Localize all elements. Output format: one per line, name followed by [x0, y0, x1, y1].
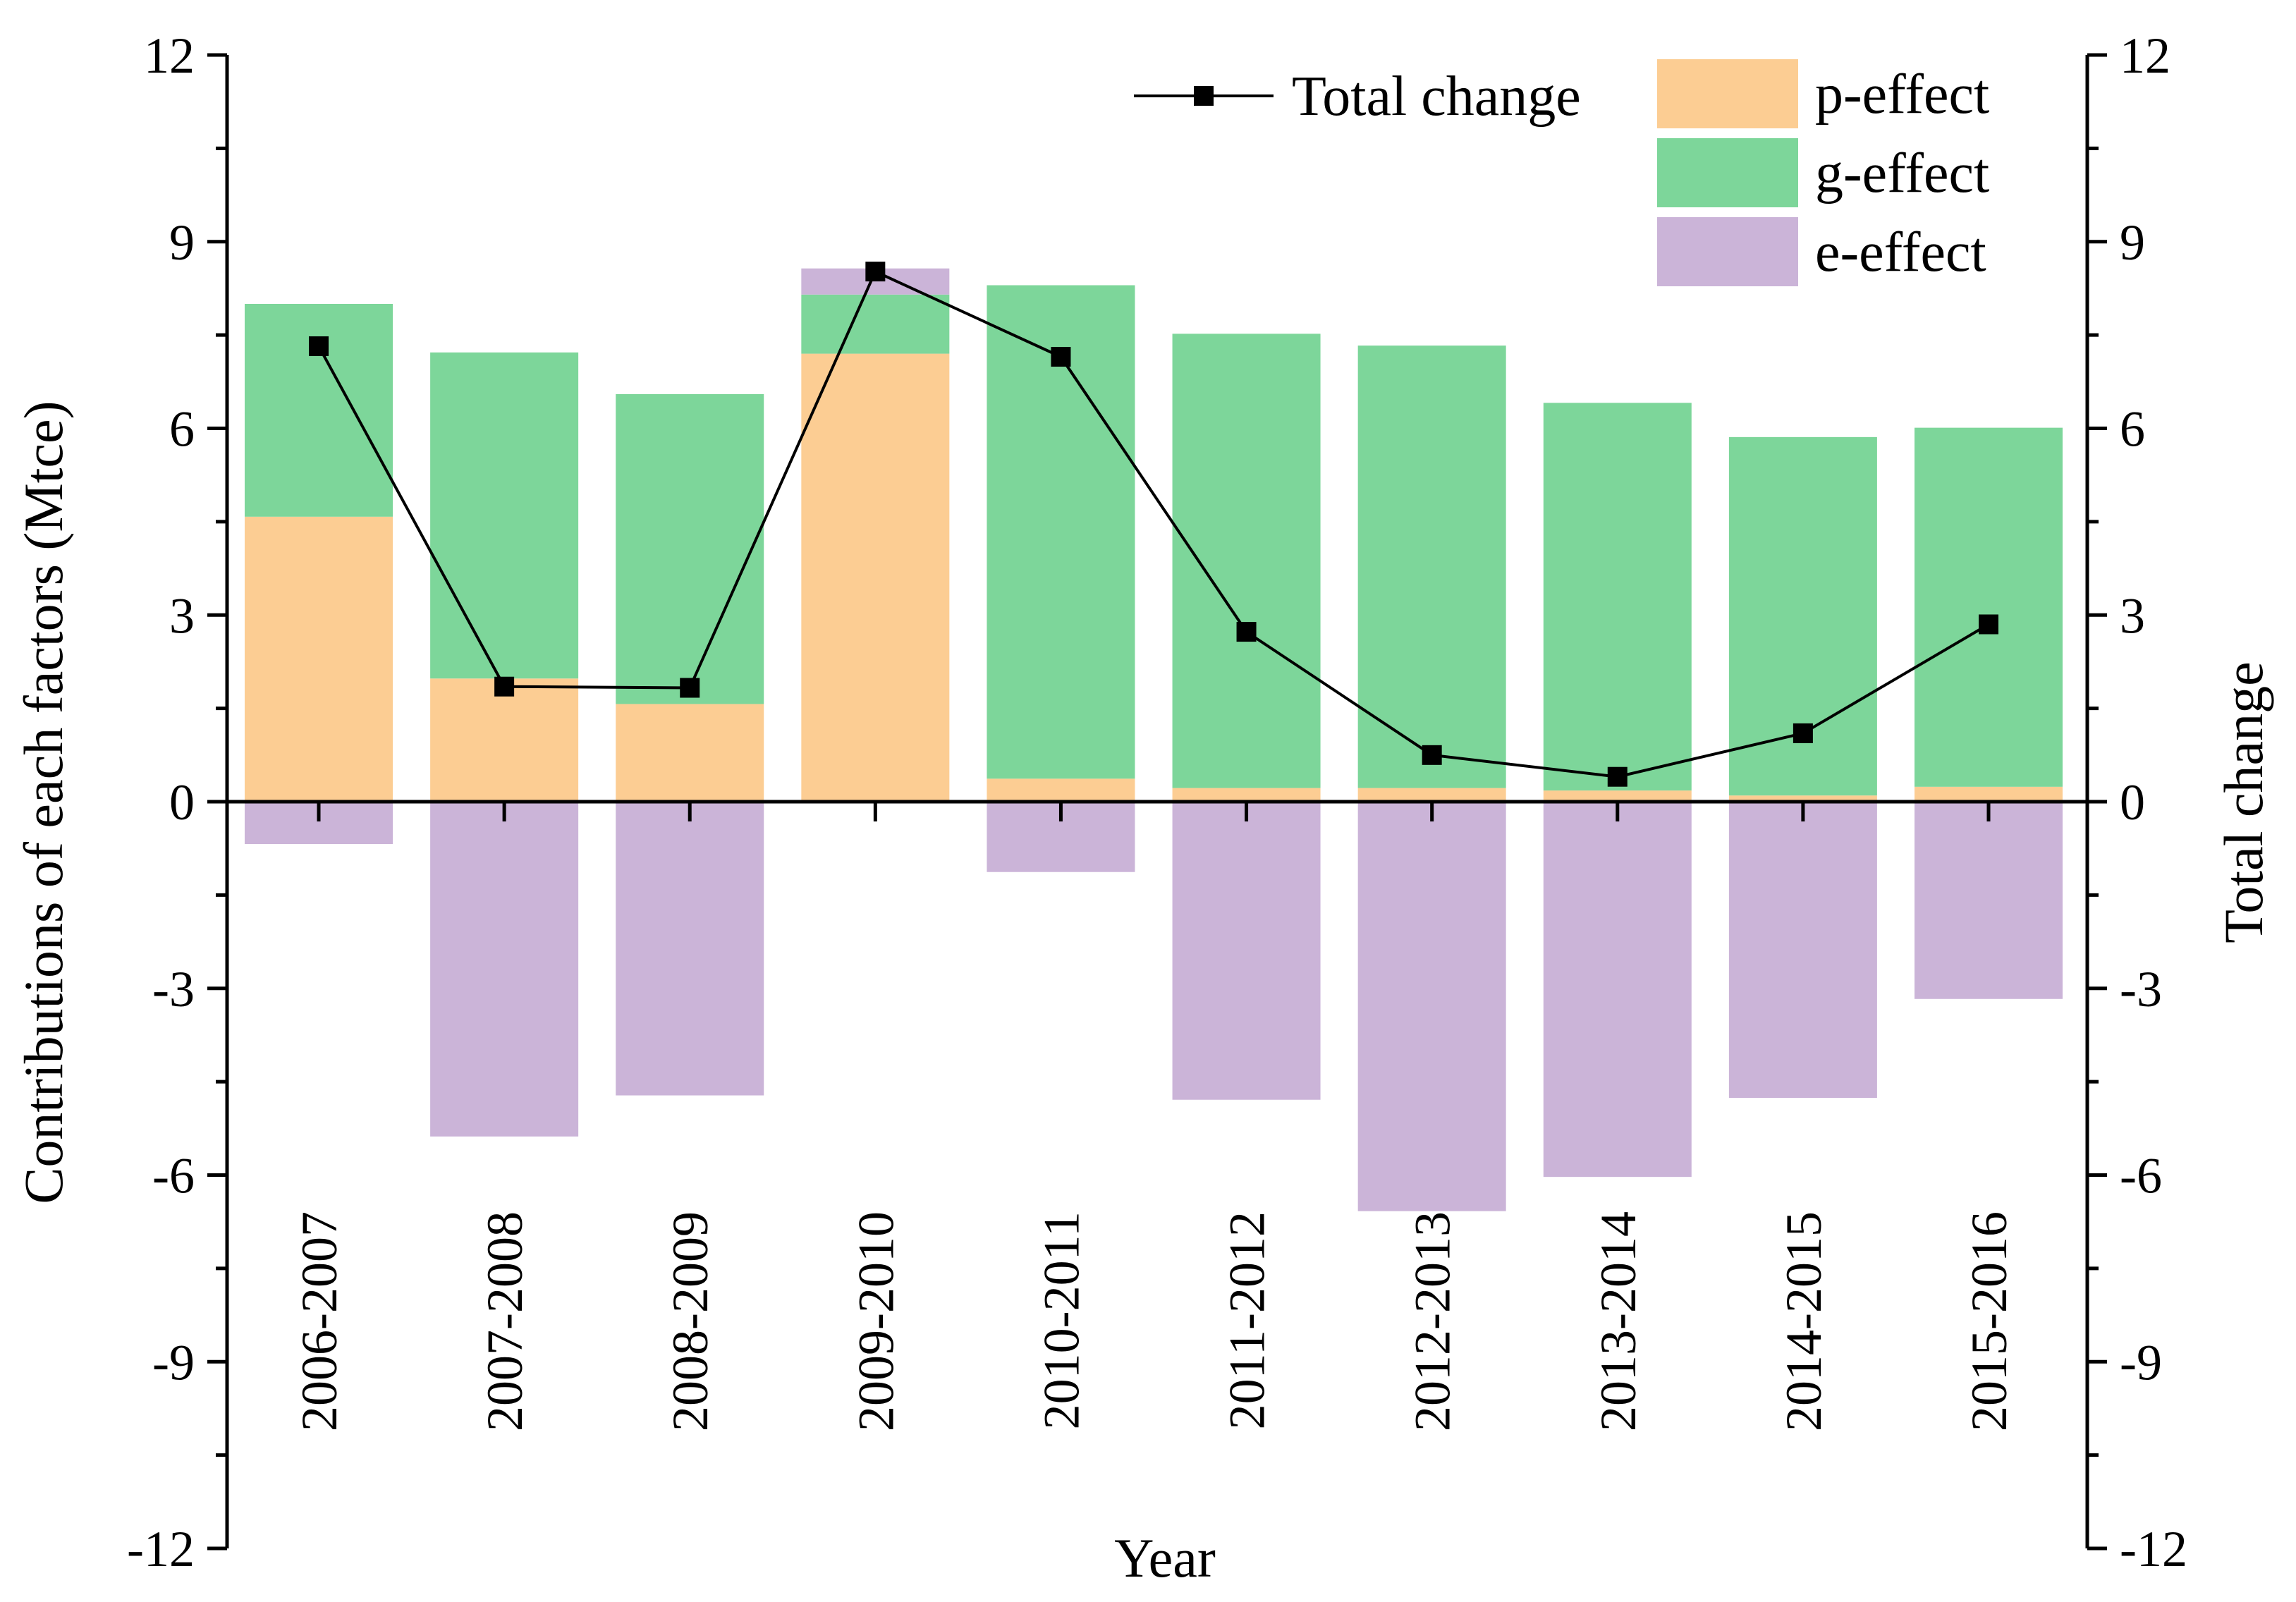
- bar-g-effect-2009-2010: [801, 294, 950, 354]
- bar-e-effect-2007-2008: [430, 802, 579, 1137]
- total-change-point-2011-2012: [1236, 622, 1257, 642]
- y-tick-label: -9: [152, 1334, 195, 1390]
- total-change-line: [317, 269, 1990, 778]
- y2-tick-label: 12: [2120, 27, 2170, 84]
- labels-layer: -12 -12 -9 -9 -6 -6 -3 -3 0 0 3 3 6 6 9 9 12 12 2006-2007 2…: [127, 27, 2187, 1577]
- bar-e-effect-2015-2016: [1915, 802, 2063, 999]
- y2-tick-label: 3: [2120, 587, 2145, 644]
- axes-layer: [207, 53, 2107, 1551]
- y-tick-label: 6: [169, 401, 195, 458]
- total-change-point-2008-2009: [680, 678, 700, 698]
- x-tick-label: 2010-2011: [1033, 1211, 1089, 1429]
- y-tick-label: -3: [152, 961, 195, 1017]
- bar-p-effect-2012-2013: [1357, 788, 1506, 802]
- x-tick-label: 2006-2007: [291, 1211, 348, 1431]
- y2-tick-label: 9: [2120, 214, 2145, 271]
- bar-p-effect-2008-2009: [616, 704, 764, 802]
- y2-tick-label: 0: [2120, 774, 2145, 831]
- legend-swatch-p-effect: [1657, 59, 1798, 128]
- x-axis-title: Year: [1114, 1527, 1216, 1589]
- x-tick-label: 2012-2013: [1405, 1211, 1461, 1431]
- legend-line-marker: [1194, 86, 1214, 106]
- total-change-point-2013-2014: [1607, 766, 1628, 787]
- y2-tick-label: -3: [2120, 961, 2162, 1017]
- x-tick-label: 2013-2014: [1590, 1211, 1647, 1431]
- total-change-point-2015-2016: [1979, 614, 1998, 635]
- y-tick-label: 12: [144, 27, 195, 84]
- bar-g-effect-2015-2016: [1915, 427, 2063, 787]
- legend-label-g-effect: g-effect: [1815, 142, 1989, 204]
- y2-tick-label: -12: [2120, 1521, 2187, 1577]
- bar-p-effect-2014-2015: [1728, 795, 1877, 802]
- bar-e-effect-2013-2014: [1543, 802, 1692, 1178]
- bars-layer: [245, 268, 2063, 1211]
- legend-swatch-e-effect: [1657, 217, 1798, 286]
- bar-e-effect-2008-2009: [616, 802, 764, 1096]
- bar-e-effect-2011-2012: [1172, 802, 1321, 1100]
- bar-p-effect-2015-2016: [1915, 786, 2063, 802]
- x-tick-label: 2011-2012: [1219, 1211, 1276, 1429]
- x-tick-label: 2014-2015: [1776, 1211, 1832, 1431]
- y-tick-label: -12: [127, 1521, 195, 1577]
- legend-label-p-effect: p-effect: [1815, 63, 1989, 126]
- bar-g-effect-2011-2012: [1172, 334, 1321, 788]
- y2-axis-title: Total change: [2213, 661, 2274, 943]
- bar-e-effect-2014-2015: [1728, 802, 1877, 1099]
- y2-tick-label: 6: [2120, 401, 2145, 458]
- bar-p-effect-2009-2010: [801, 353, 950, 802]
- x-tick-label: 2008-2009: [662, 1211, 719, 1431]
- bar-p-effect-2013-2014: [1543, 790, 1692, 802]
- x-tick-label: 2009-2010: [848, 1211, 904, 1431]
- bar-g-effect-2010-2011: [987, 285, 1135, 779]
- legend-label-e-effect: e-effect: [1815, 221, 1986, 283]
- y-tick-label: 9: [169, 214, 195, 271]
- bar-p-effect-2010-2011: [987, 778, 1135, 802]
- bar-g-effect-2008-2009: [616, 393, 764, 704]
- bar-p-effect-2011-2012: [1172, 788, 1321, 802]
- legend-swatch-g-effect: [1657, 138, 1798, 207]
- y-tick-label: -6: [152, 1148, 195, 1204]
- bar-p-effect-2006-2007: [245, 516, 393, 802]
- total-change-point-2006-2007: [309, 336, 329, 357]
- bar-p-effect-2007-2008: [430, 678, 579, 802]
- y2-tick-label: -6: [2120, 1148, 2162, 1204]
- total-change-point-2014-2015: [1793, 723, 1813, 743]
- y-tick-label: 3: [169, 587, 195, 644]
- legend-label-total-change: Total change: [1292, 66, 1581, 128]
- x-tick-label: 2015-2016: [1961, 1211, 2017, 1431]
- bar-g-effect-2007-2008: [430, 352, 579, 679]
- total-change-point-2012-2013: [1422, 745, 1442, 765]
- legend: Total change p-effect g-effect e-effect: [1134, 59, 1989, 286]
- bar-g-effect-2006-2007: [245, 304, 393, 517]
- y2-tick-label: -9: [2120, 1334, 2162, 1390]
- y-axis-title: Contributions of each factors (Mtce): [13, 400, 74, 1204]
- total-change-point-2007-2008: [494, 676, 515, 697]
- total-change-point-2010-2011: [1051, 347, 1071, 367]
- y-tick-label: 0: [169, 774, 195, 831]
- line-layer: [309, 262, 1998, 787]
- total-change-point-2009-2010: [865, 262, 886, 282]
- x-tick-label: 2007-2008: [477, 1211, 533, 1431]
- bar-g-effect-2012-2013: [1357, 346, 1506, 788]
- bar-g-effect-2013-2014: [1543, 403, 1692, 791]
- bar-e-effect-2012-2013: [1357, 802, 1506, 1211]
